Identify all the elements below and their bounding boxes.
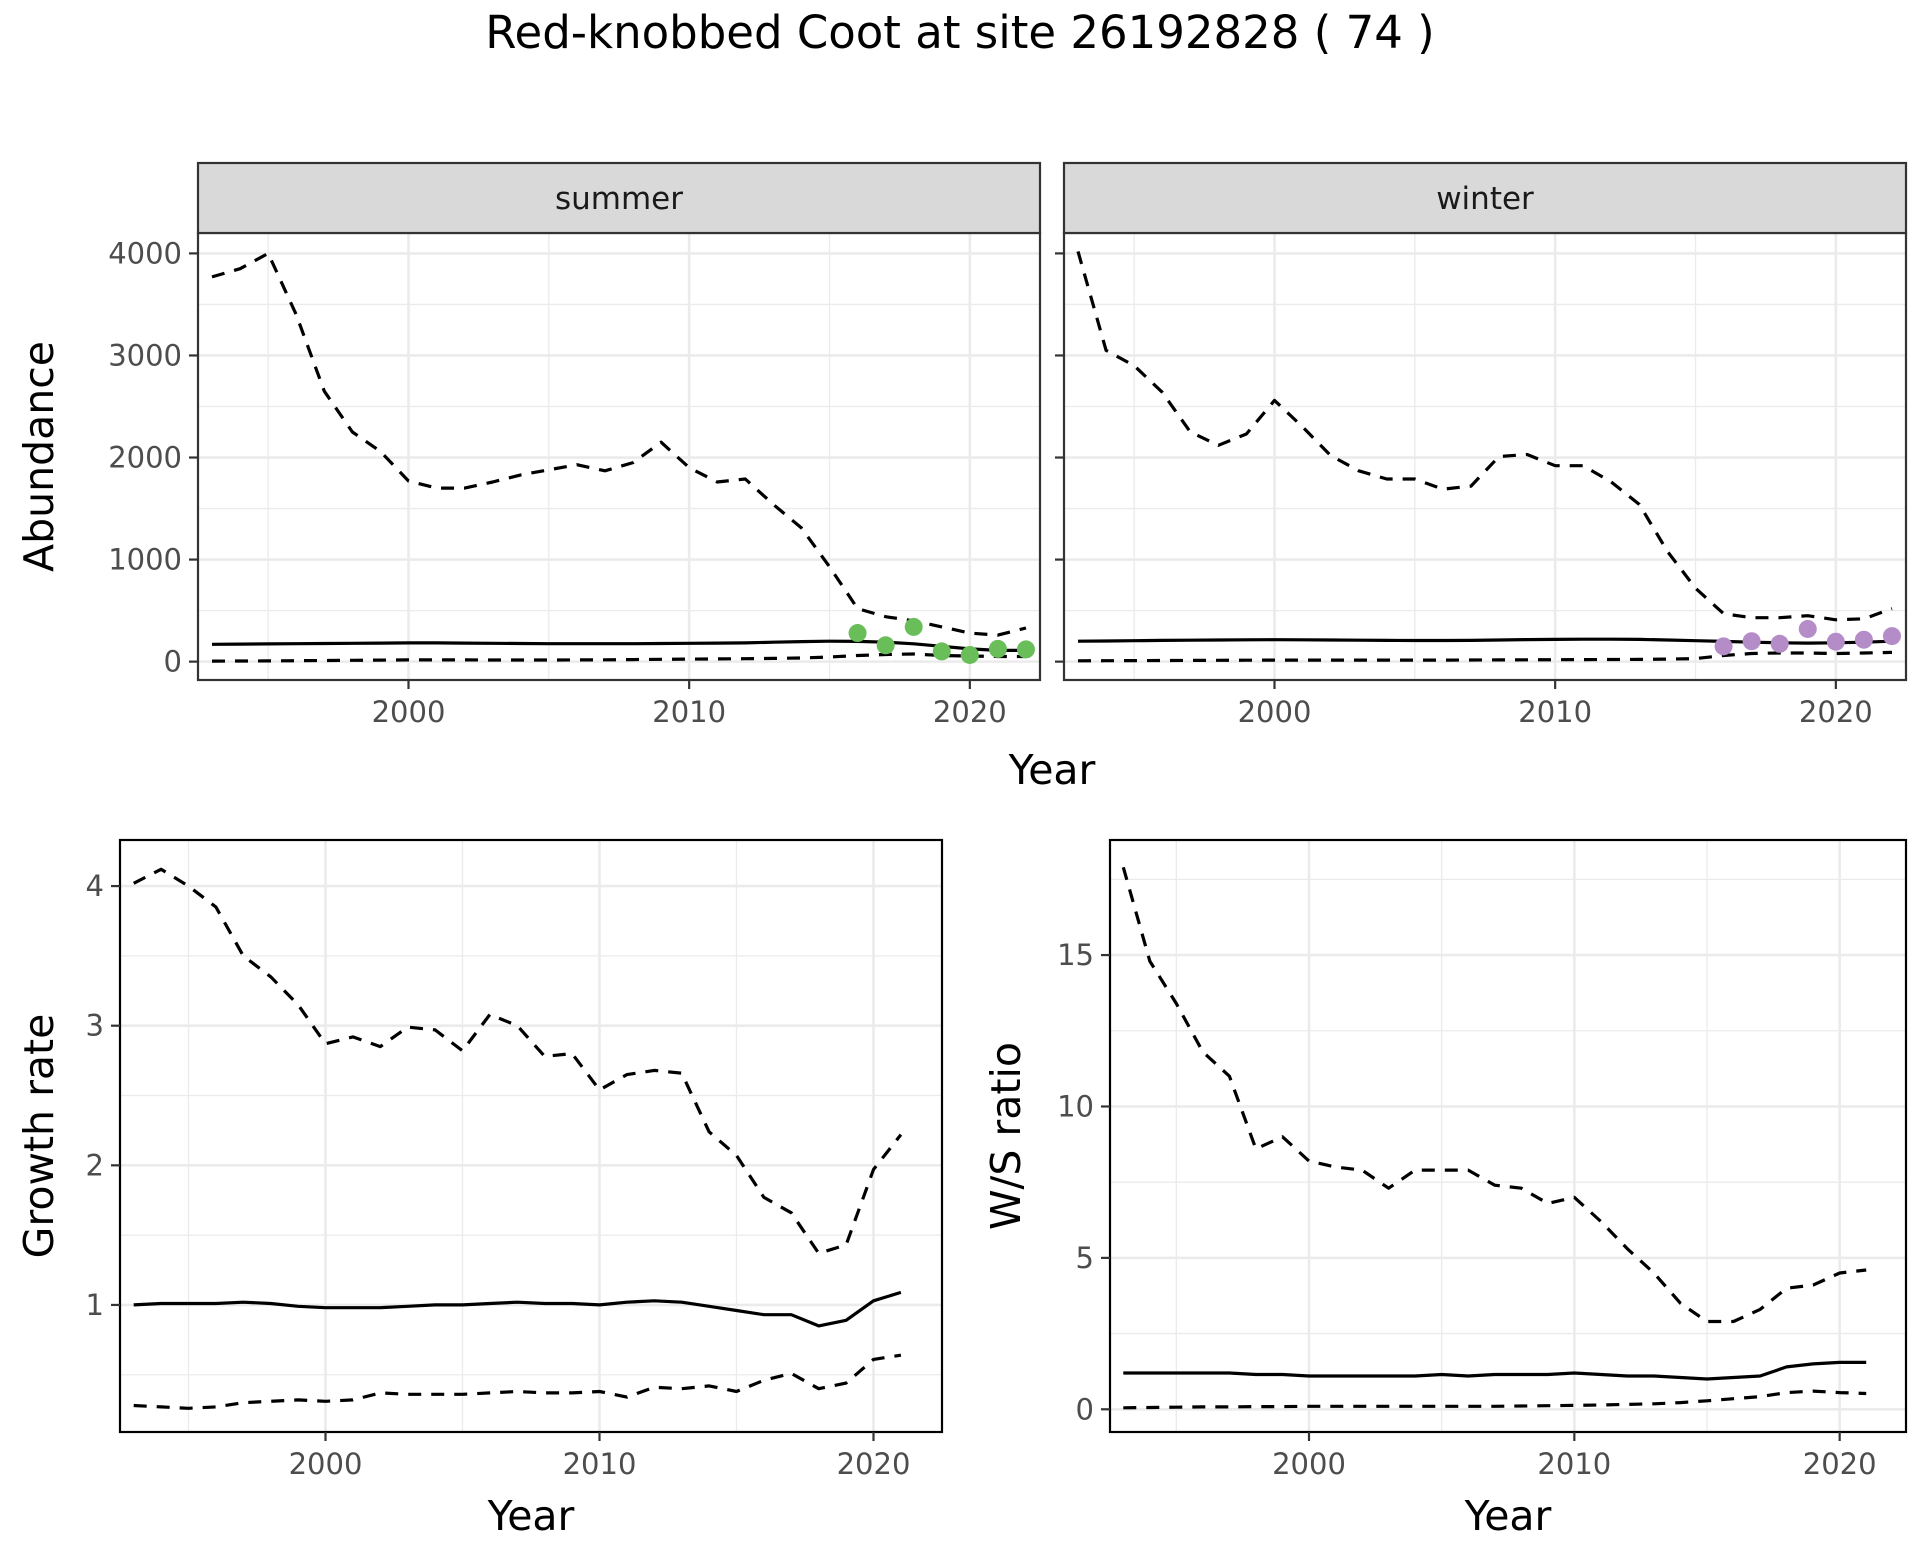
panel-summer: summer 2000 2010 2020 0 1000 2000 3000 4000 Abund… (15, 161, 1042, 729)
data-point (1770, 634, 1789, 653)
x-tick-label: 2000 (1238, 695, 1312, 729)
y-tick-label: 1000 (108, 543, 182, 577)
x-tick-label: 2010 (563, 1447, 637, 1481)
x-tick-label: 2010 (1518, 695, 1592, 729)
top-x-axis-label: Year (1008, 746, 1096, 794)
panel-ws_ratio: 2000 2010 2020 0 5 10 15 W/S ratio Year (982, 838, 1908, 1540)
panel-border (118, 838, 944, 1434)
x-tick-label: 2020 (1803, 1447, 1877, 1481)
x-tick-label: 2010 (652, 695, 726, 729)
y-tick-label: 3000 (108, 338, 182, 372)
x-axis-label: Year (1464, 1492, 1552, 1540)
y-tick-label: 4 (86, 869, 104, 903)
series-lower-line (1077, 650, 1893, 663)
y-tick-label: 0 (1076, 1392, 1094, 1426)
data-point (848, 624, 867, 643)
y-tick-label: 2 (86, 1148, 104, 1182)
data-point (1742, 632, 1761, 651)
y-axis-label: Abundance (15, 341, 63, 572)
facet-strip-label: winter (1436, 181, 1534, 217)
y-tick-label: 15 (1057, 938, 1094, 972)
series-upper-line (1121, 866, 1867, 1324)
y-tick-label: 3 (86, 1009, 104, 1043)
data-point (1714, 637, 1733, 656)
data-point (904, 617, 923, 636)
plot-background (120, 840, 942, 1432)
plot-background (1110, 840, 1906, 1432)
data-point (932, 642, 951, 661)
series-lower-line (1123, 1389, 1867, 1410)
series-upper-line (1076, 250, 1893, 622)
figure-title: Red-knobbed Coot at site 26192828 ( 74 ) (485, 6, 1434, 59)
y-tick-label: 0 (164, 645, 182, 679)
y-tick-label: 2000 (108, 441, 182, 475)
data-point (1826, 632, 1845, 651)
y-tick-label: 4000 (108, 236, 182, 270)
x-tick-label: 2000 (372, 695, 446, 729)
y-axis-label: Growth rate (15, 1014, 63, 1259)
facet-strip-label: summer (555, 181, 683, 217)
x-tick-label: 2000 (1272, 1447, 1346, 1481)
data-point (960, 645, 979, 664)
data-point (1016, 640, 1035, 659)
x-axis-label: Year (487, 1492, 575, 1540)
x-tick-label: 2020 (837, 1447, 911, 1481)
x-tick-label: 2000 (289, 1447, 363, 1481)
series-estimate-line (133, 1290, 902, 1328)
data-point (988, 639, 1007, 658)
y-tick-label: 5 (1076, 1241, 1094, 1275)
series-lower-line (211, 652, 1026, 663)
x-tick-label: 2020 (933, 695, 1007, 729)
data-point (1854, 630, 1873, 649)
y-axis-label: W/S ratio (982, 1042, 1030, 1230)
y-tick-label: 10 (1057, 1089, 1094, 1123)
facet-strip (1062, 161, 1908, 235)
panel-growth: 2000 2010 2020 1 2 3 4 Growth rate Year (15, 838, 944, 1540)
data-point (876, 636, 895, 655)
y-tick-label: 1 (86, 1288, 104, 1322)
facet-strip (196, 161, 1042, 235)
data-point (1882, 627, 1901, 646)
x-tick-label: 2020 (1799, 695, 1873, 729)
series-lower-line (133, 1353, 902, 1410)
data-point (1798, 619, 1817, 638)
series-upper-line (211, 251, 1027, 637)
series-estimate-line (1123, 1360, 1867, 1381)
panel-winter: winter 2000 2010 2020 (1055, 161, 1908, 729)
x-tick-label: 2010 (1537, 1447, 1611, 1481)
panel-border (1108, 838, 1908, 1434)
